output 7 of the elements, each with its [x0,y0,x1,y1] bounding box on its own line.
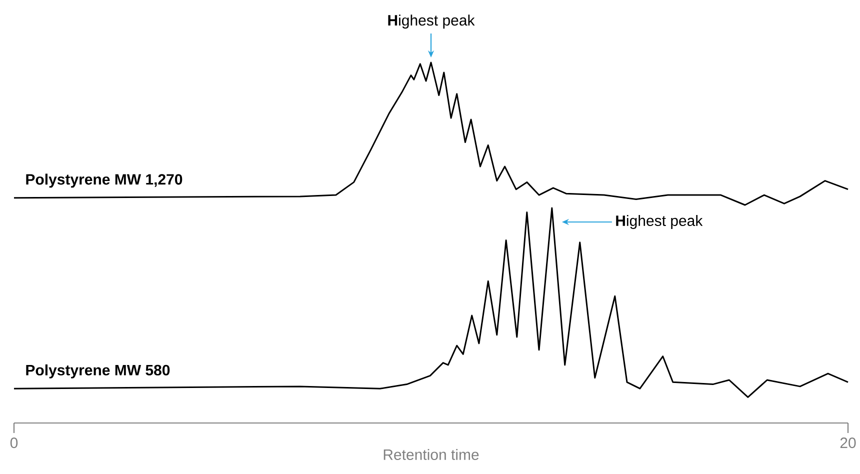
series-label: Polystyrene MW 1,270 [26,174,182,188]
x-tick-label: 0 [10,438,18,448]
series-label: Polystyrene MW 580 [26,364,170,378]
annotation: Highest peak [388,14,475,29]
x-tick-label: 20 [840,438,856,448]
annotation: Highest peak [616,215,703,229]
x-axis-title: Retention time [384,448,479,460]
